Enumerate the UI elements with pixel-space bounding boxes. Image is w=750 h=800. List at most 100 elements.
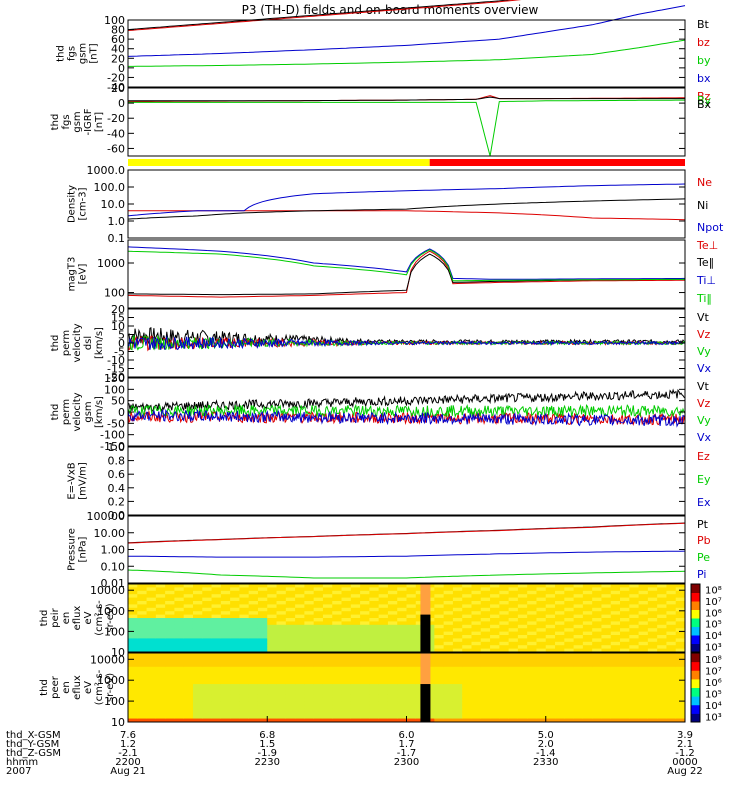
peer-cell <box>248 694 259 699</box>
peer-cell <box>276 677 287 682</box>
peir-cell <box>360 587 370 592</box>
peer-cell <box>629 718 640 722</box>
peer-cell <box>555 673 565 678</box>
peir-cell <box>443 641 454 646</box>
peer-cell <box>137 690 148 695</box>
peer-cell <box>601 708 612 713</box>
peir-cell <box>257 641 268 646</box>
peer-cell <box>434 663 445 668</box>
peer-cell <box>276 711 287 716</box>
peir-cell <box>322 587 333 592</box>
peir-cell <box>192 648 203 652</box>
peir-cell <box>527 631 537 636</box>
peer-cell <box>304 711 315 716</box>
peir-cell <box>536 624 547 629</box>
peer-cell <box>675 663 685 668</box>
peer-cell <box>508 673 519 678</box>
peer-cell <box>675 687 685 692</box>
peer-cell <box>322 656 333 661</box>
peer-cell <box>211 690 222 695</box>
peer-cell <box>629 704 640 709</box>
peer-cell <box>629 711 640 716</box>
peer-cell <box>675 653 685 657</box>
peer-cell <box>592 715 602 720</box>
peir-cell <box>230 607 240 612</box>
peir-cell <box>638 614 649 619</box>
peir-cell <box>480 648 491 652</box>
peir-cell <box>620 638 630 643</box>
peer-cell <box>257 690 268 695</box>
fgs-ytick-label: 60 <box>111 33 125 46</box>
peir-cell <box>248 635 259 639</box>
peir-cell <box>165 631 175 636</box>
peer-cell <box>592 666 602 671</box>
peer-cell <box>146 677 157 682</box>
peir-cell <box>248 607 259 612</box>
peir-cell <box>397 648 407 652</box>
pressure-legend-Pb: Pb <box>697 534 711 547</box>
fgs_dsl-ylabel: fgs <box>61 114 72 129</box>
peir-cell <box>406 631 417 636</box>
peir-cell <box>248 614 259 619</box>
peir-cell <box>629 594 640 599</box>
peir-cell <box>239 628 250 633</box>
peir-cell <box>192 614 203 619</box>
peer-cell <box>387 708 398 713</box>
peir-cell <box>369 645 380 650</box>
peer-cell <box>128 666 138 671</box>
peer-cell <box>480 670 491 675</box>
peer-cell <box>304 673 315 678</box>
peer-cell <box>462 708 472 713</box>
peir-cell <box>545 597 556 602</box>
peer-cell <box>517 711 528 716</box>
x-axis-tick-label: -2.1 <box>118 748 138 759</box>
peir-ylabel: eV <box>83 611 94 624</box>
peer-cell <box>378 687 389 692</box>
peer-cell <box>128 659 138 664</box>
peir-cell <box>582 638 593 643</box>
peer-cell <box>573 656 584 661</box>
peir-cell <box>434 584 445 588</box>
peir-cell <box>183 597 194 602</box>
peer-cell <box>202 697 213 702</box>
peer-cell <box>508 659 519 664</box>
peer-cell <box>480 663 491 668</box>
peer-cell <box>601 663 612 668</box>
peer-cell <box>341 684 352 688</box>
peer-plot <box>128 653 685 722</box>
peir-cell <box>378 597 389 602</box>
peer-cell <box>508 684 519 688</box>
peer-cell <box>137 687 148 692</box>
mode-bar-segment <box>128 159 430 166</box>
x-axis-tick-label: 2300 <box>394 757 419 768</box>
peer-cell <box>239 677 250 682</box>
velocity_gsm-ytick-label: 150 <box>104 372 125 385</box>
peir-cell <box>230 638 240 643</box>
peir-cell <box>480 611 491 616</box>
peir-cell <box>638 584 649 588</box>
peir-cell <box>211 607 222 612</box>
peer-cell <box>137 704 148 709</box>
peir-cell <box>452 594 463 599</box>
peir-cell <box>657 621 667 626</box>
peer-cell <box>378 666 389 671</box>
peer-cell <box>666 694 677 699</box>
peir-cell <box>527 641 537 646</box>
peer-cell <box>146 673 157 678</box>
x-axis-tick-label: 3.9 <box>677 730 693 741</box>
x-axis-row-label: 2007 <box>6 766 31 777</box>
peir-cell <box>675 618 685 622</box>
fgs-ytick-label: 20 <box>111 52 125 65</box>
peer-cell <box>313 663 324 668</box>
peir-cell <box>555 631 565 636</box>
peir-cell <box>174 601 185 605</box>
peir-cell <box>387 597 398 602</box>
peer-cell <box>462 677 472 682</box>
peer-cell <box>517 690 528 695</box>
peir-cell <box>517 618 528 622</box>
peer-colorbar-segment <box>691 670 700 680</box>
peir-ytick-label: 1000 <box>97 605 125 618</box>
peir-cell <box>462 590 472 595</box>
peer-cell <box>220 711 231 716</box>
peir-cell <box>480 635 491 639</box>
